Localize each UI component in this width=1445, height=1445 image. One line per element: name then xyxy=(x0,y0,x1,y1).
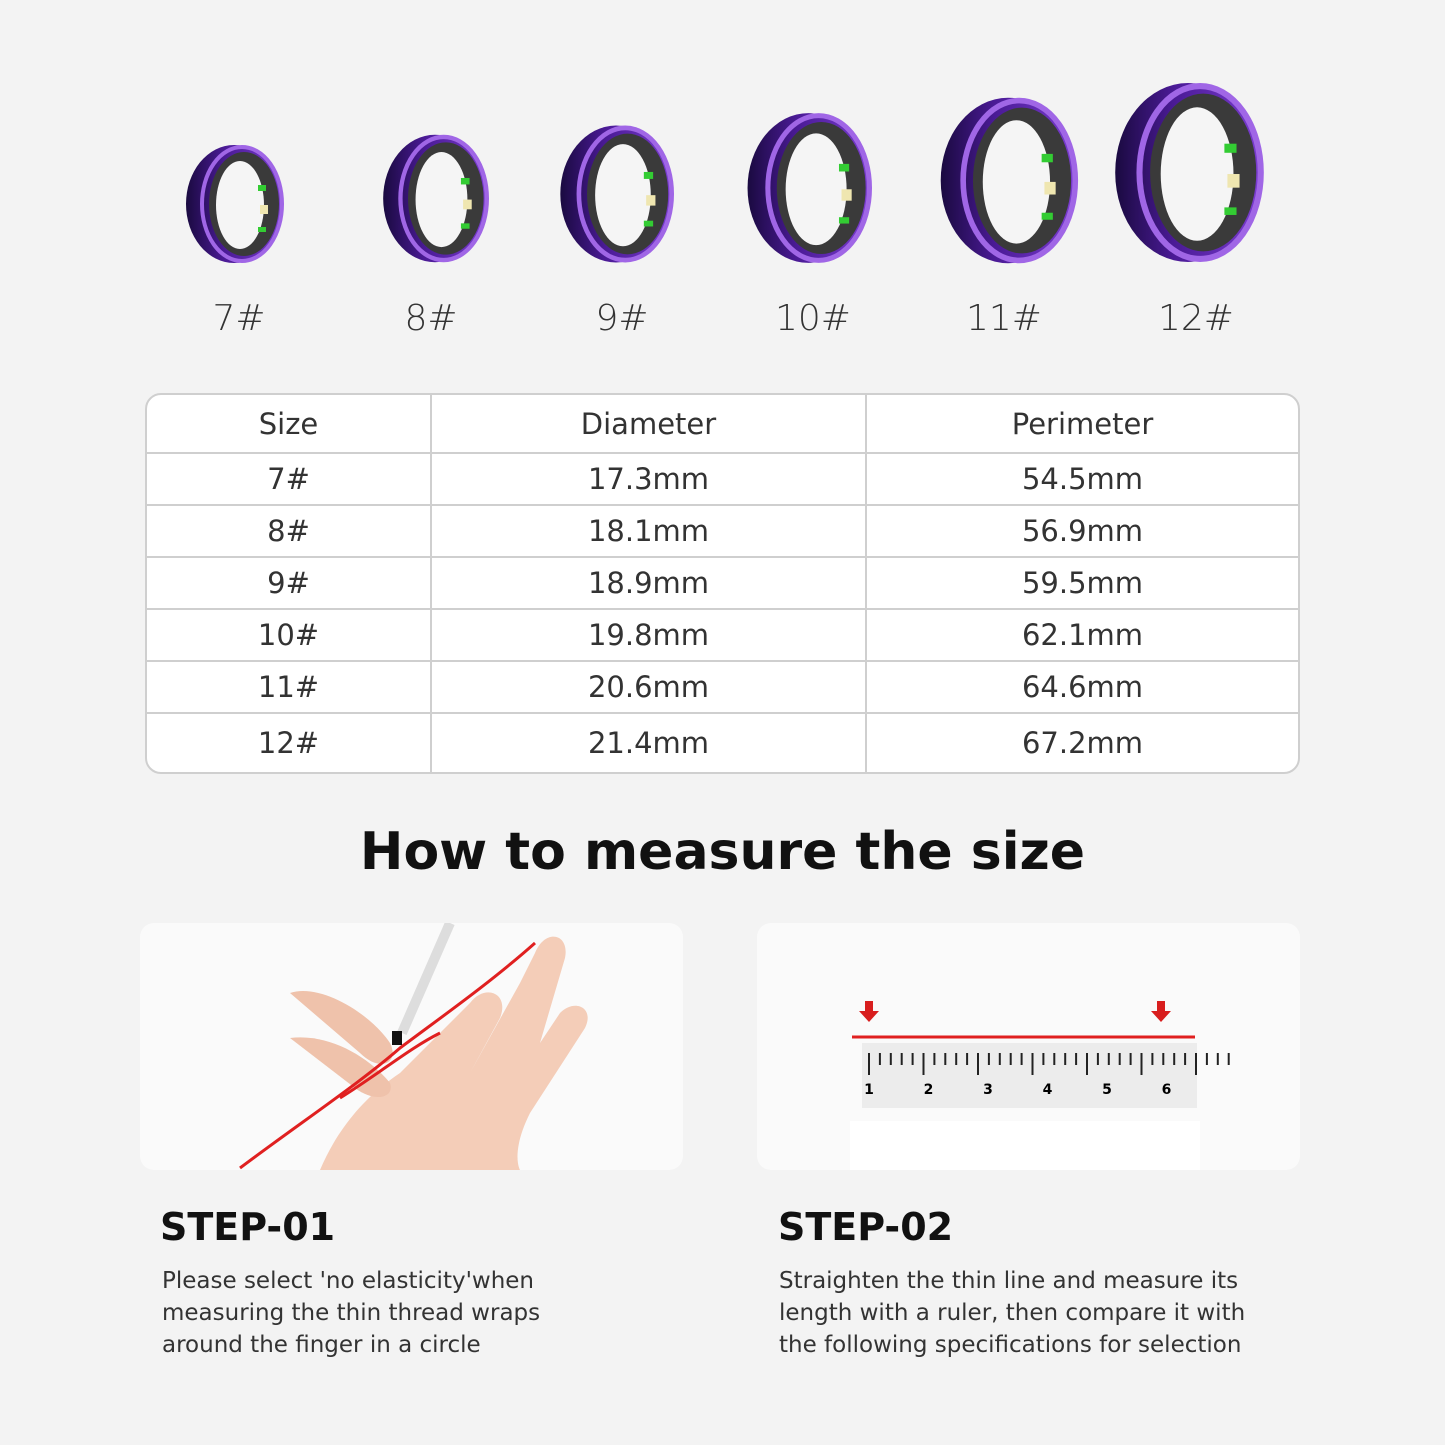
step1-image xyxy=(140,923,683,1170)
table-row: 7# 17.3mm 54.5mm xyxy=(147,454,1298,506)
cell-size: 7# xyxy=(147,454,432,506)
cell-perimeter: 59.5mm xyxy=(867,558,1298,610)
ruler-label: 4 xyxy=(1043,1082,1053,1098)
cell-diameter: 18.1mm xyxy=(432,506,867,558)
step2-image: 1 2 3 4 5 6 xyxy=(757,923,1300,1170)
ruler-label: 2 xyxy=(924,1082,934,1098)
ring-image xyxy=(937,95,1079,270)
table-row: 12# 21.4mm 67.2mm xyxy=(147,714,1298,772)
step2-title: STEP-02 xyxy=(778,1205,954,1249)
header-size: Size xyxy=(147,395,432,454)
ring-size-label: 10# xyxy=(775,298,851,339)
ring-image xyxy=(1112,80,1264,269)
cell-diameter: 19.8mm xyxy=(432,610,867,662)
cell-diameter: 17.3mm xyxy=(432,454,867,506)
arrow-down-icon xyxy=(859,1001,879,1022)
ruler-label: 6 xyxy=(1162,1082,1172,1098)
ring-image xyxy=(745,110,872,270)
step2-text: Straighten the thin line and measure its… xyxy=(779,1268,1246,1358)
ring-size-label: 7# xyxy=(212,298,266,339)
ring-size-label: 11# xyxy=(966,298,1042,339)
ring-size-label: 8# xyxy=(404,298,458,339)
cell-diameter: 21.4mm xyxy=(432,714,867,772)
cell-diameter: 18.9mm xyxy=(432,558,867,610)
ring-image xyxy=(558,123,674,269)
header-diameter: Diameter xyxy=(432,395,867,454)
ruler-illustration: 1 2 3 4 5 6 xyxy=(850,1001,1230,1170)
table-row: 11# 20.6mm 64.6mm xyxy=(147,662,1298,714)
cell-size: 10# xyxy=(147,610,432,662)
finger-thread-illustration xyxy=(239,923,588,1170)
step1-title: STEP-01 xyxy=(160,1205,336,1249)
size-table: Size Diameter Perimeter 7# 17.3mm 54.5mm 8#… xyxy=(145,393,1300,774)
table-row: 10# 19.8mm 62.1mm xyxy=(147,610,1298,662)
section-title: How to measure the size xyxy=(359,822,1086,882)
cell-perimeter: 64.6mm xyxy=(867,662,1298,714)
cell-size: 9# xyxy=(147,558,432,610)
table-row: 9# 18.9mm 59.5mm xyxy=(147,558,1298,610)
arrow-down-icon xyxy=(1151,1001,1171,1022)
cell-size: 8# xyxy=(147,506,432,558)
cell-size: 12# xyxy=(147,714,432,772)
ring-size-label: 9# xyxy=(595,298,649,339)
cell-diameter: 20.6mm xyxy=(432,662,867,714)
step1-text: Please select 'no elasticity'when measur… xyxy=(162,1268,541,1358)
ruler-label: 5 xyxy=(1102,1082,1112,1098)
ring-image xyxy=(381,132,489,269)
ring-image xyxy=(184,143,284,269)
table-row: 8# 18.1mm 56.9mm xyxy=(147,506,1298,558)
cell-perimeter: 56.9mm xyxy=(867,506,1298,558)
ring-size-label: 12# xyxy=(1158,298,1234,339)
cell-perimeter: 54.5mm xyxy=(867,454,1298,506)
cell-perimeter: 67.2mm xyxy=(1021,726,1144,760)
cell-size: 11# xyxy=(147,662,432,714)
ruler-label: 3 xyxy=(983,1082,993,1098)
cell-perimeter: 62.1mm xyxy=(867,610,1298,662)
table-header-row: Size Diameter Perimeter xyxy=(147,395,1298,454)
header-perimeter: Perimeter xyxy=(867,395,1298,454)
ruler-label: 1 xyxy=(864,1082,874,1098)
